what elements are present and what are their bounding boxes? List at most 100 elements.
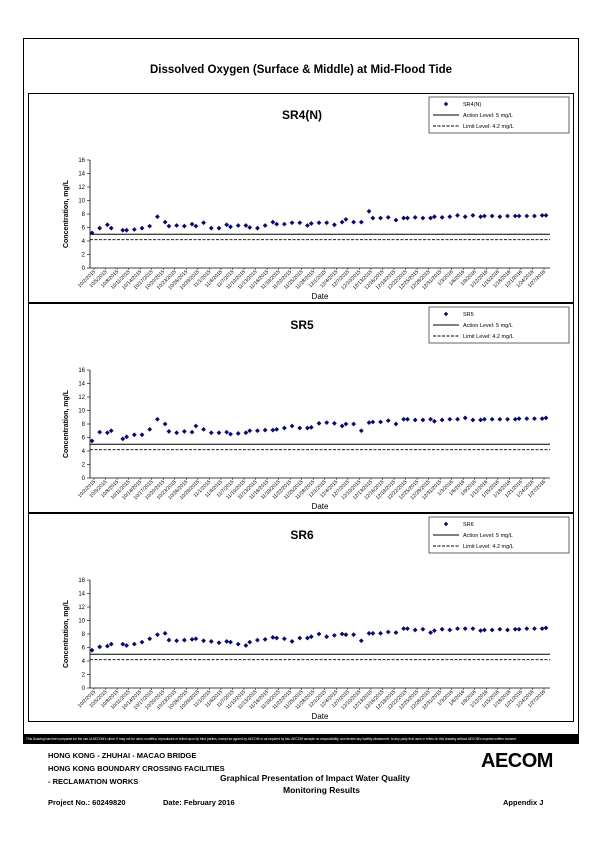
data-point xyxy=(439,417,445,423)
data-point xyxy=(524,416,530,421)
data-point xyxy=(516,626,522,632)
data-point xyxy=(174,430,180,436)
data-point xyxy=(174,638,180,644)
data-point xyxy=(262,427,268,433)
data-point xyxy=(208,430,214,436)
data-point xyxy=(208,639,214,644)
data-point xyxy=(343,421,349,427)
data-point xyxy=(432,628,437,634)
data-point xyxy=(489,213,495,219)
data-point xyxy=(155,416,160,422)
legend-label: Limit Level: 4.2 mg/L xyxy=(463,544,514,550)
data-point xyxy=(331,222,337,228)
data-point xyxy=(305,223,310,228)
legend-label: SR6 xyxy=(463,522,474,528)
data-point xyxy=(478,628,483,634)
chart-panel-sr5: SR5 0 2 4 6 8 10 12 14 16 Concentration, mg/L 10/2/… xyxy=(28,303,574,513)
data-point xyxy=(97,225,103,231)
data-point xyxy=(201,638,206,644)
data-point xyxy=(385,418,391,424)
data-point xyxy=(316,220,322,226)
data-point xyxy=(166,429,172,434)
data-point xyxy=(543,212,549,218)
data-point xyxy=(455,416,460,422)
data-point xyxy=(124,434,130,440)
chart-title: SR4(N) xyxy=(282,108,322,122)
data-point xyxy=(297,220,303,226)
data-point xyxy=(305,425,310,431)
y-tick-label: 10 xyxy=(78,409,85,415)
y-axis-label: Concentration, mg/L xyxy=(63,389,70,458)
y-tick-label: 12 xyxy=(78,185,85,191)
data-point xyxy=(405,215,410,221)
data-point xyxy=(393,630,399,636)
data-point xyxy=(181,223,187,229)
data-point xyxy=(316,631,322,637)
y-tick-label: 0 xyxy=(82,686,86,692)
data-point xyxy=(331,632,337,638)
data-point xyxy=(193,636,199,642)
y-tick-label: 8 xyxy=(82,632,86,638)
data-point xyxy=(224,639,230,644)
data-point xyxy=(289,220,295,226)
data-point xyxy=(308,634,314,640)
data-point xyxy=(139,432,145,438)
legend-label: Action Level: 5 mg/L xyxy=(463,113,513,119)
data-point xyxy=(108,428,114,434)
appendix-label: Appendix J xyxy=(503,798,544,807)
data-point xyxy=(358,428,364,434)
y-tick-label: 10 xyxy=(78,199,85,205)
drawing-title-line2: Monitoring Results xyxy=(283,785,360,795)
data-point xyxy=(412,627,418,633)
data-point xyxy=(274,635,280,641)
data-point xyxy=(497,214,503,220)
data-point xyxy=(193,423,199,429)
data-point xyxy=(462,626,468,631)
aecom-logo: AECOM xyxy=(481,750,553,772)
data-point xyxy=(401,215,407,221)
data-point xyxy=(512,626,518,632)
y-tick-label: 12 xyxy=(78,395,85,401)
data-point xyxy=(339,219,345,225)
data-point xyxy=(147,636,153,642)
data-point xyxy=(243,643,249,648)
y-tick-label: 14 xyxy=(78,382,85,388)
data-point xyxy=(532,626,537,631)
data-point xyxy=(512,416,518,422)
data-point xyxy=(216,640,222,646)
data-point xyxy=(262,223,268,228)
data-point xyxy=(366,420,372,426)
legend-label: SR4(N) xyxy=(463,102,482,108)
data-point xyxy=(201,427,206,432)
legend-marker-swatch xyxy=(443,521,449,527)
data-point xyxy=(305,635,310,641)
data-point xyxy=(339,423,345,429)
data-point xyxy=(455,626,460,631)
project-name-line1: HONG KONG - ZHUHAI - MACAO BRIDGE xyxy=(48,751,197,760)
y-tick-label: 0 xyxy=(82,476,86,482)
data-point xyxy=(543,415,549,421)
data-point xyxy=(166,223,172,229)
y-tick-label: 4 xyxy=(82,659,86,665)
data-point xyxy=(351,421,357,427)
y-tick-label: 12 xyxy=(78,605,85,611)
data-point xyxy=(162,630,168,636)
data-point xyxy=(412,214,418,220)
data-point xyxy=(189,429,195,435)
data-point xyxy=(378,419,383,425)
data-point xyxy=(181,637,187,643)
data-point xyxy=(516,213,522,219)
data-point xyxy=(228,639,233,645)
data-point xyxy=(324,220,330,226)
y-tick-label: 2 xyxy=(82,673,86,679)
data-point xyxy=(274,427,280,432)
data-point xyxy=(308,221,314,226)
data-point xyxy=(428,416,433,422)
data-point xyxy=(393,421,399,427)
data-point xyxy=(139,225,145,231)
y-tick-label: 16 xyxy=(78,578,85,584)
legend-marker-swatch xyxy=(443,311,449,317)
y-tick-label: 4 xyxy=(82,449,86,455)
data-point xyxy=(478,417,483,423)
